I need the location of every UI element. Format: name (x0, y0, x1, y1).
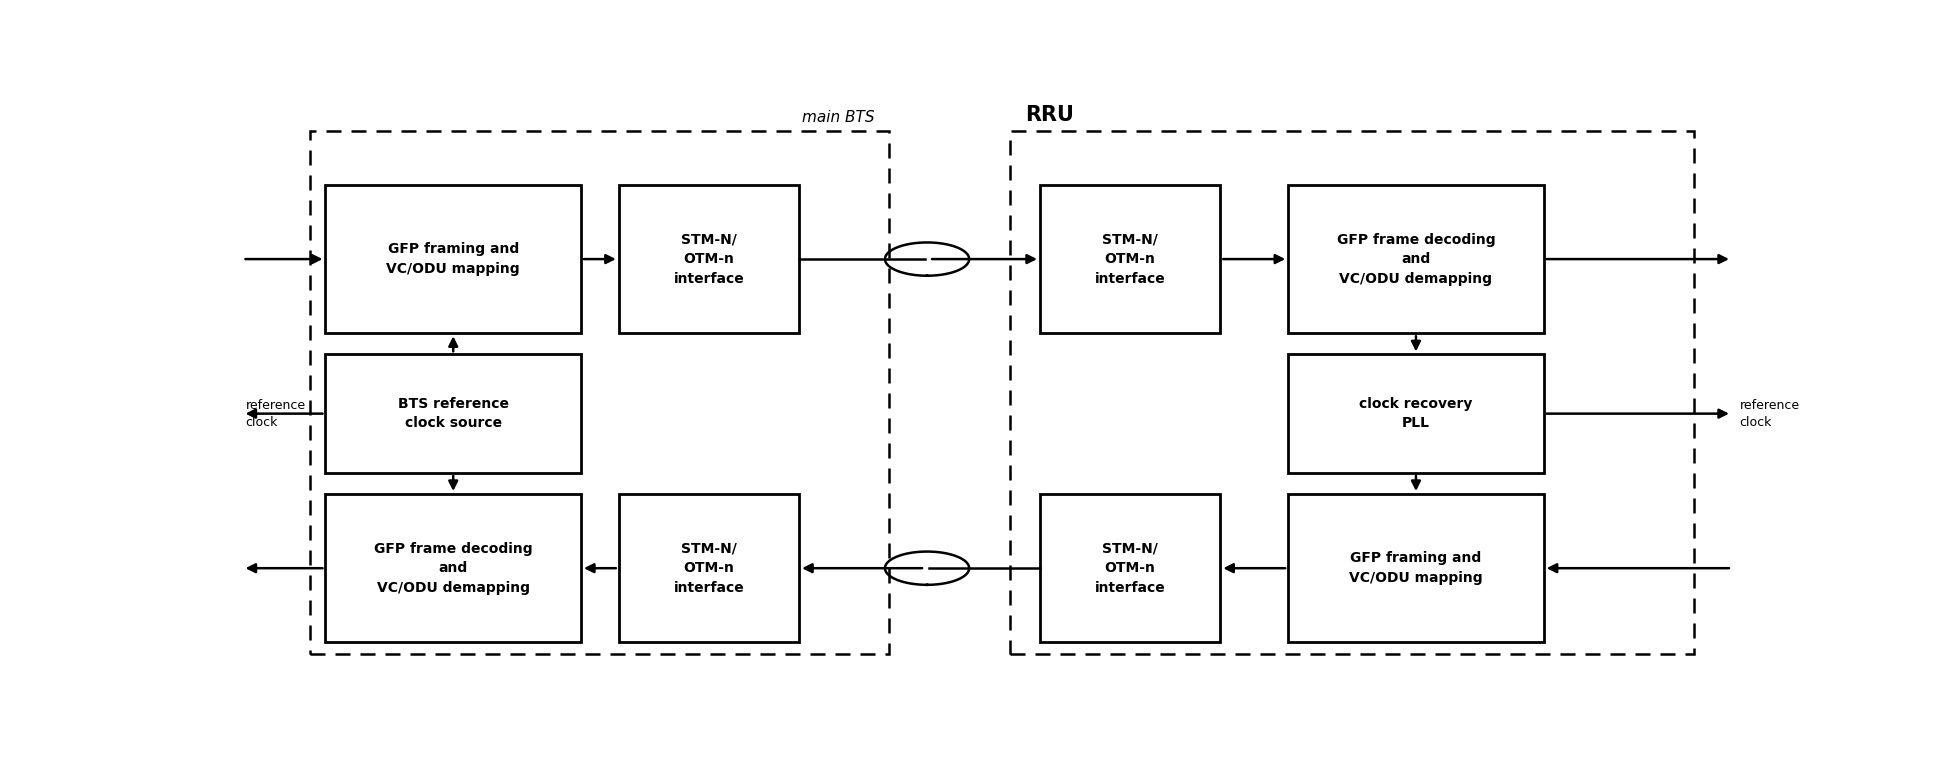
Text: GFP framing and
VC/ODU mapping: GFP framing and VC/ODU mapping (386, 242, 520, 276)
Bar (1040, 185, 1221, 334)
Text: GFP frame decoding
and
VC/ODU demapping: GFP frame decoding and VC/ODU demapping (375, 542, 532, 594)
Bar (1289, 494, 1543, 642)
Text: STM-N/
OTM-n
interface: STM-N/ OTM-n interface (1095, 232, 1165, 286)
Bar (1009, 131, 1694, 655)
Bar (311, 131, 889, 655)
Text: STM-N/
OTM-n
interface: STM-N/ OTM-n interface (674, 232, 743, 286)
Text: GFP frame decoding
and
VC/ODU demapping: GFP frame decoding and VC/ODU demapping (1337, 232, 1495, 286)
Text: reference
clock: reference clock (247, 398, 307, 428)
Bar (619, 185, 800, 334)
Bar (326, 354, 580, 473)
Text: BTS reference
clock source: BTS reference clock source (398, 397, 509, 430)
Bar (1289, 185, 1543, 334)
Text: GFP framing and
VC/ODU mapping: GFP framing and VC/ODU mapping (1349, 551, 1483, 585)
Bar (619, 494, 800, 642)
Bar (1289, 354, 1543, 473)
Text: clock recovery
PLL: clock recovery PLL (1359, 397, 1473, 430)
Text: STM-N/
OTM-n
interface: STM-N/ OTM-n interface (674, 542, 743, 594)
Bar (1040, 494, 1221, 642)
Bar (326, 494, 580, 642)
Text: main BTS: main BTS (802, 110, 875, 125)
Text: STM-N/
OTM-n
interface: STM-N/ OTM-n interface (1095, 542, 1165, 594)
Text: reference
clock: reference clock (1739, 398, 1799, 428)
Text: RRU: RRU (1025, 105, 1073, 125)
Bar (326, 185, 580, 334)
